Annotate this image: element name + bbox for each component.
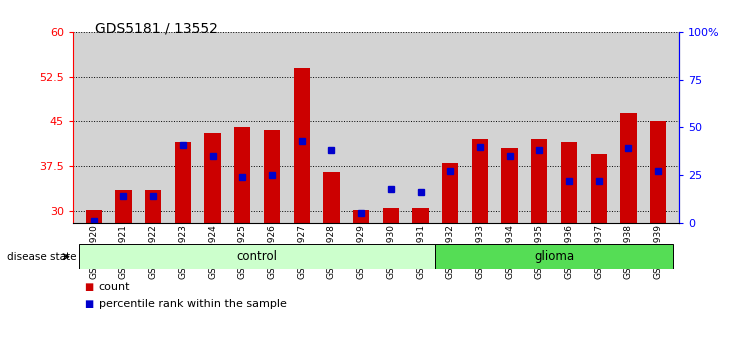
Bar [85, 210, 102, 223]
Bar [561, 142, 577, 223]
Bar [79, 244, 435, 269]
Text: ■: ■ [84, 282, 93, 292]
Bar [412, 208, 429, 223]
Bar [435, 244, 673, 269]
Text: GDS5181 / 13552: GDS5181 / 13552 [95, 21, 218, 35]
Bar [472, 139, 488, 223]
Bar [383, 208, 399, 223]
Text: glioma: glioma [534, 250, 575, 263]
Bar [174, 142, 191, 223]
Bar [264, 130, 280, 223]
Bar [234, 127, 250, 223]
Bar [353, 210, 369, 223]
Bar [531, 139, 548, 223]
Text: count: count [99, 282, 130, 292]
Bar [115, 190, 131, 223]
Bar [442, 163, 458, 223]
Bar [620, 113, 637, 223]
Bar [204, 133, 220, 223]
Text: control: control [237, 250, 277, 263]
Bar [323, 172, 339, 223]
Bar [502, 148, 518, 223]
Text: disease state: disease state [7, 252, 77, 262]
Bar [145, 190, 161, 223]
Bar [293, 68, 310, 223]
Text: percentile rank within the sample: percentile rank within the sample [99, 299, 286, 309]
Text: ■: ■ [84, 299, 93, 309]
Bar [650, 121, 666, 223]
Bar [591, 154, 607, 223]
